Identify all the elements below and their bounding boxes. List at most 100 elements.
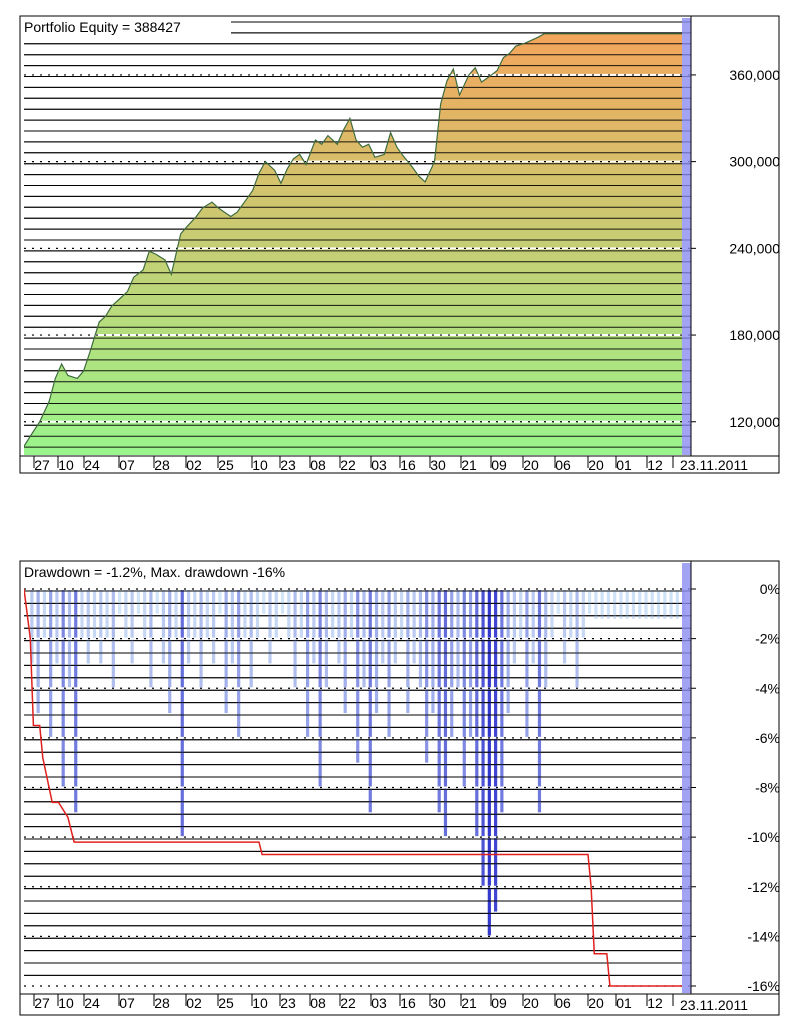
x-tick-label: 01: [616, 457, 632, 473]
drawdown-bar: [374, 589, 379, 714]
x-tick-label: 08: [310, 995, 326, 1011]
y-tick-label: 180,000: [729, 327, 780, 343]
x-tick-label: 21: [461, 457, 477, 473]
equity-area: [24, 33, 682, 455]
x-tick-label: 20: [588, 457, 604, 473]
drawdown-bar: [519, 589, 523, 639]
drawdown-bar: [349, 589, 354, 639]
drawdown-bar: [55, 589, 59, 664]
drawdown-bar: [99, 589, 103, 664]
drawdown-bar: [412, 589, 416, 664]
drawdown-bar: [368, 589, 372, 813]
drawdown-bar: [387, 589, 391, 738]
equity-date-label: 23.11.2011: [680, 457, 748, 473]
drawdown-bar: [243, 589, 247, 639]
drawdown-panel: 0%-2%-4%-6%-8%-10%-12%-14%-16% 27 10 24 07 2…: [19, 560, 780, 1016]
x-tick-label: 12: [647, 995, 663, 1011]
drawdown-bar: [400, 589, 404, 639]
x-tick-label: 07: [119, 995, 135, 1011]
x-tick-label: 27: [34, 457, 50, 473]
drawdown-bar: [450, 589, 454, 738]
x-tick-label: 06: [555, 995, 571, 1011]
y-tick-label: -4%: [755, 680, 780, 696]
drawdown-bar: [174, 589, 178, 639]
drawdown-bar: [193, 589, 197, 639]
x-tick-label: 28: [154, 457, 170, 473]
x-tick-label: 24: [84, 457, 100, 473]
x-tick-label: 20: [523, 995, 539, 1011]
equity-y-ticks: 120,000 180,000 240,000 300,000 360,000: [691, 67, 780, 430]
drawdown-bar: [512, 589, 516, 664]
drawdown-bar: [130, 589, 134, 664]
drawdown-bar: [30, 589, 34, 664]
drawdown-bar: [287, 589, 291, 639]
drawdown-bar: [218, 589, 222, 614]
equity-title: Portfolio Equity = 388427: [24, 19, 181, 35]
drawdown-bar: [306, 589, 310, 738]
drawdown-bar: [230, 589, 234, 664]
x-tick-label: 20: [588, 995, 604, 1011]
drawdown-grid-overlay: [24, 588, 691, 987]
x-tick-label: 22: [340, 995, 356, 1011]
drawdown-date-label: 23.11.2011: [680, 997, 748, 1013]
x-tick-label: 16: [400, 457, 416, 473]
drawdown-bar: [531, 589, 535, 664]
y-tick-label: 240,000: [729, 240, 780, 256]
x-tick-label: 23: [280, 995, 296, 1011]
drawdown-bar: [168, 589, 172, 714]
x-tick-label: 08: [310, 457, 326, 473]
drawdown-bar: [443, 589, 448, 838]
drawdown-bar: [224, 589, 228, 714]
x-tick-label: 23: [280, 457, 296, 473]
drawdown-bar: [280, 589, 285, 614]
y-tick-label: -2%: [755, 631, 780, 647]
drawdown-bars: [30, 589, 686, 937]
y-tick-label: -12%: [747, 879, 780, 895]
x-tick-label: 03: [371, 457, 387, 473]
y-tick-label: -10%: [747, 829, 780, 845]
y-tick-label: 120,000: [729, 414, 780, 430]
equity-panel: 120,000 180,000 240,000 300,000 360,000 27 10…: [19, 15, 780, 474]
equity-title-box: [21, 17, 231, 36]
drawdown-bar: [92, 589, 97, 639]
x-tick-label: 10: [58, 995, 74, 1011]
x-tick-label: 30: [430, 457, 446, 473]
drawdown-bar: [105, 589, 109, 639]
drawdown-bar: [537, 589, 542, 813]
x-tick-label: 01: [616, 995, 632, 1011]
x-tick-label: 06: [555, 457, 571, 473]
drawdown-bar: [431, 589, 435, 714]
drawdown-bar: [180, 589, 184, 838]
x-tick-label: 10: [252, 457, 268, 473]
drawdown-bar: [86, 589, 90, 664]
y-tick-label: 0%: [760, 581, 780, 597]
drawdown-bar: [136, 589, 140, 614]
drawdown-bar: [155, 589, 159, 614]
drawdown-bar: [581, 589, 585, 639]
y-tick-label: 360,000: [729, 67, 780, 83]
drawdown-bar: [556, 589, 560, 614]
drawdown-bar: [143, 589, 147, 639]
drawdown-bar: [506, 589, 510, 714]
y-tick-label: -14%: [747, 928, 780, 944]
x-tick-label: 02: [186, 995, 202, 1011]
drawdown-bar: [343, 589, 347, 714]
x-tick-label: 12: [647, 457, 663, 473]
x-tick-label: 28: [154, 995, 170, 1011]
y-tick-label: 300,000: [729, 154, 780, 170]
equity-x-ticks: 27 10 24 07 28 02 25 10 23 08 22 03 16 30 21 09 20 06 20 01…: [33, 456, 674, 473]
drawdown-bar: [299, 589, 303, 639]
drawdown-bar: [268, 589, 272, 664]
drawdown-bar: [262, 589, 266, 614]
drawdown-bar: [36, 589, 40, 714]
drawdown-y-ticks: 0% -2% -4% -6% -8% -10% -12% -14% -16%: [691, 581, 780, 994]
equity-current-bar: [682, 18, 691, 455]
drawdown-bar: [406, 589, 410, 714]
x-tick-label: 27: [34, 995, 50, 1011]
drawdown-title-box: [21, 562, 369, 581]
drawdown-bar: [356, 589, 360, 763]
y-tick-label: -6%: [755, 730, 780, 746]
drawdown-bar: [381, 589, 385, 664]
drawdown-bar: [425, 589, 429, 763]
